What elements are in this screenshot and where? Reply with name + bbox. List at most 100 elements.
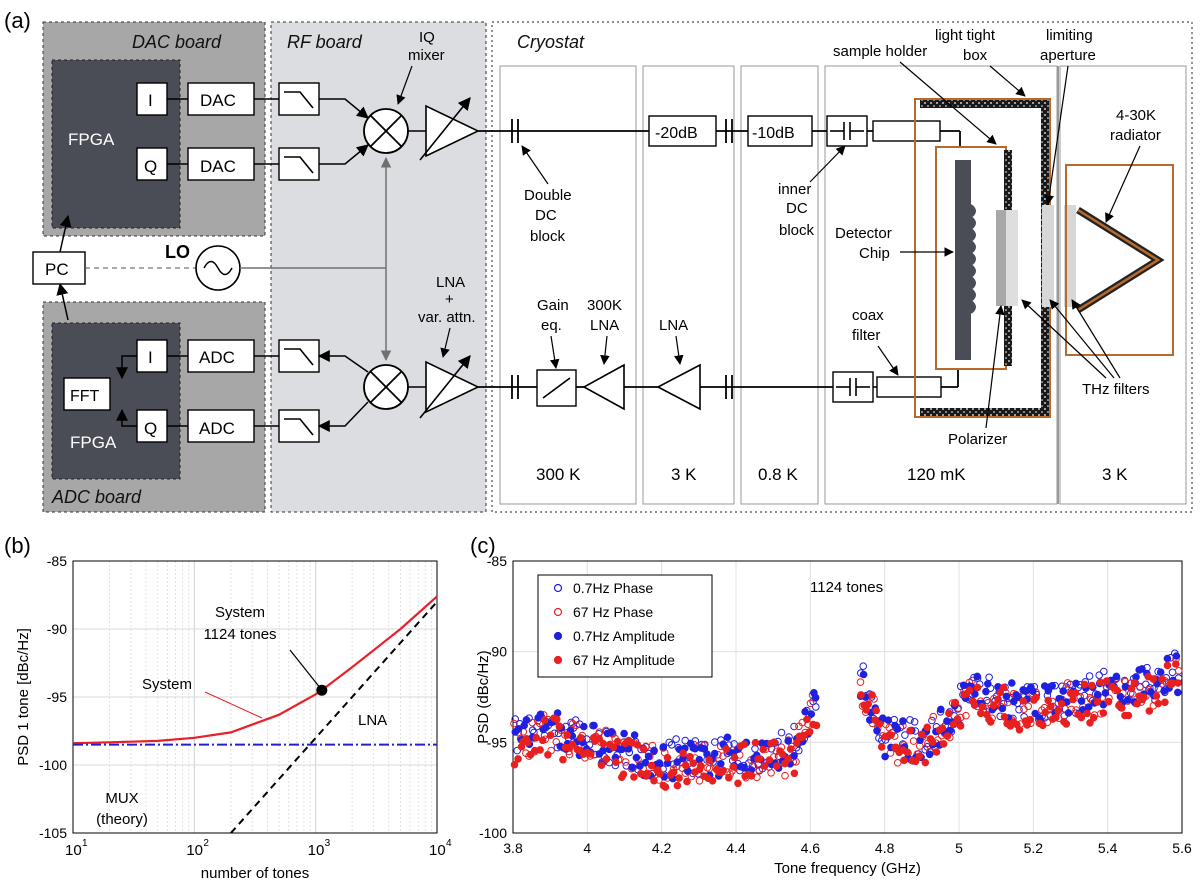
data-point bbox=[877, 743, 886, 751]
data-point bbox=[683, 777, 691, 786]
fpga-top-label: FPGA bbox=[68, 130, 115, 149]
x-tick-label: 4.4 bbox=[726, 840, 746, 856]
lo-label: LO bbox=[165, 242, 190, 262]
data-point bbox=[659, 743, 668, 751]
data-point bbox=[812, 721, 821, 730]
series-system bbox=[72, 595, 438, 745]
data-point bbox=[938, 724, 947, 732]
data-point bbox=[695, 755, 704, 764]
iq-mixer-label: IQ bbox=[419, 29, 435, 46]
data-point bbox=[790, 769, 799, 778]
input-line bbox=[478, 360, 959, 399]
temperature-stages bbox=[499, 65, 1187, 505]
data-point bbox=[1062, 720, 1071, 728]
data-point bbox=[705, 756, 713, 764]
data-point bbox=[1101, 689, 1110, 697]
marker-label-system: System bbox=[215, 604, 265, 621]
lna-300k-label: 300K bbox=[587, 297, 622, 314]
data-point bbox=[522, 716, 531, 724]
dac-board-label: DAC board bbox=[132, 32, 222, 52]
x-tick-label: 4.8 bbox=[875, 840, 895, 856]
data-point bbox=[994, 695, 1002, 704]
coax-filter-label-2: filter bbox=[852, 327, 880, 344]
i-label-bottom: I bbox=[148, 348, 153, 367]
gain-eq-label-2: eq. bbox=[541, 317, 562, 334]
axes-box-b bbox=[72, 560, 438, 834]
light-tight-box-label-2: box bbox=[963, 47, 988, 64]
data-point bbox=[1063, 679, 1072, 687]
data-point bbox=[1044, 696, 1052, 705]
data-point bbox=[786, 745, 795, 753]
iq-mixer-label-2: mixer bbox=[408, 47, 445, 64]
legend-marker bbox=[553, 583, 563, 593]
light-tight-box-label: light tight bbox=[935, 27, 996, 44]
data-point bbox=[1149, 675, 1158, 683]
fft-box bbox=[63, 377, 111, 411]
data-point bbox=[937, 705, 945, 714]
inner-dc-label: inner bbox=[778, 181, 811, 198]
data-point bbox=[697, 762, 705, 770]
data-point bbox=[1086, 719, 1094, 727]
data-point bbox=[1077, 713, 1086, 722]
annotation-mux-theory: (theory) bbox=[96, 811, 148, 828]
x-tick-label: 10 bbox=[308, 842, 325, 859]
data-point bbox=[673, 781, 682, 790]
data-point bbox=[723, 733, 732, 742]
data-point bbox=[760, 762, 769, 770]
data-point bbox=[580, 722, 588, 731]
x-tick-exponent: 2 bbox=[203, 838, 209, 849]
data-point bbox=[621, 758, 630, 766]
lna-3k-label: LNA bbox=[659, 317, 688, 334]
annotation-lna: LNA bbox=[358, 712, 387, 729]
fpga-bottom-label: FPGA bbox=[70, 433, 117, 452]
data-point bbox=[607, 728, 616, 736]
data-point bbox=[644, 752, 653, 761]
x-axis-label: number of tones bbox=[201, 865, 309, 882]
data-point bbox=[864, 700, 873, 708]
data-point bbox=[1008, 679, 1016, 687]
adc-label-q: ADC bbox=[199, 419, 235, 438]
data-point bbox=[568, 719, 577, 728]
data-point bbox=[661, 783, 670, 791]
marker-label-tones: 1124 tones bbox=[203, 626, 276, 643]
data-point bbox=[544, 751, 552, 759]
data-point bbox=[540, 716, 549, 724]
data-point bbox=[1158, 675, 1166, 684]
amplifier-icon bbox=[419, 97, 480, 419]
data-point bbox=[962, 711, 970, 720]
data-point bbox=[1085, 672, 1094, 680]
data-point bbox=[1124, 711, 1133, 720]
data-point bbox=[599, 746, 607, 755]
data-point bbox=[553, 715, 561, 724]
data-point bbox=[811, 693, 820, 702]
polarizer bbox=[996, 210, 1006, 306]
data-point bbox=[910, 718, 919, 726]
y-tick-label: -90 bbox=[487, 644, 507, 660]
rf-board-label: RF board bbox=[287, 32, 363, 52]
data-point bbox=[1077, 697, 1086, 705]
data-point bbox=[756, 755, 764, 763]
data-point bbox=[667, 741, 676, 749]
data-point bbox=[939, 740, 948, 748]
y-tick-label: -95 bbox=[47, 689, 67, 705]
data-point bbox=[1140, 693, 1148, 701]
attenuator-10db-label: -10dB bbox=[752, 125, 795, 142]
data-point bbox=[672, 735, 680, 743]
data-point bbox=[1112, 672, 1121, 681]
y-tick-label: -90 bbox=[47, 621, 67, 637]
data-point bbox=[1046, 702, 1055, 711]
data-point bbox=[989, 701, 998, 710]
data-point bbox=[1093, 698, 1102, 706]
data-point bbox=[998, 704, 1007, 713]
panel-label-b: (b) bbox=[4, 533, 31, 558]
detector-chip-label: Detector bbox=[835, 225, 892, 242]
data-point bbox=[881, 752, 889, 761]
data-point bbox=[681, 761, 690, 770]
data-point bbox=[730, 753, 739, 762]
data-point bbox=[971, 690, 979, 698]
lna-var-attn: var. attn. bbox=[418, 309, 476, 326]
data-point bbox=[514, 725, 523, 733]
data-point bbox=[609, 743, 618, 752]
data-point bbox=[599, 740, 608, 748]
